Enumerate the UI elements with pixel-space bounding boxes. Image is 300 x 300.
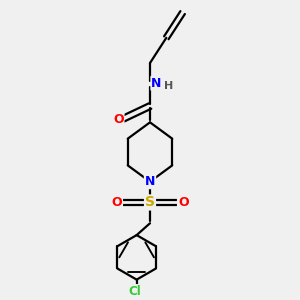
Text: N: N [151,77,162,90]
Text: N: N [145,175,155,188]
Text: H: H [164,81,173,91]
Text: S: S [145,196,155,209]
Text: Cl: Cl [129,285,142,298]
Text: O: O [112,196,122,209]
Text: O: O [178,196,188,209]
Text: O: O [113,113,124,126]
